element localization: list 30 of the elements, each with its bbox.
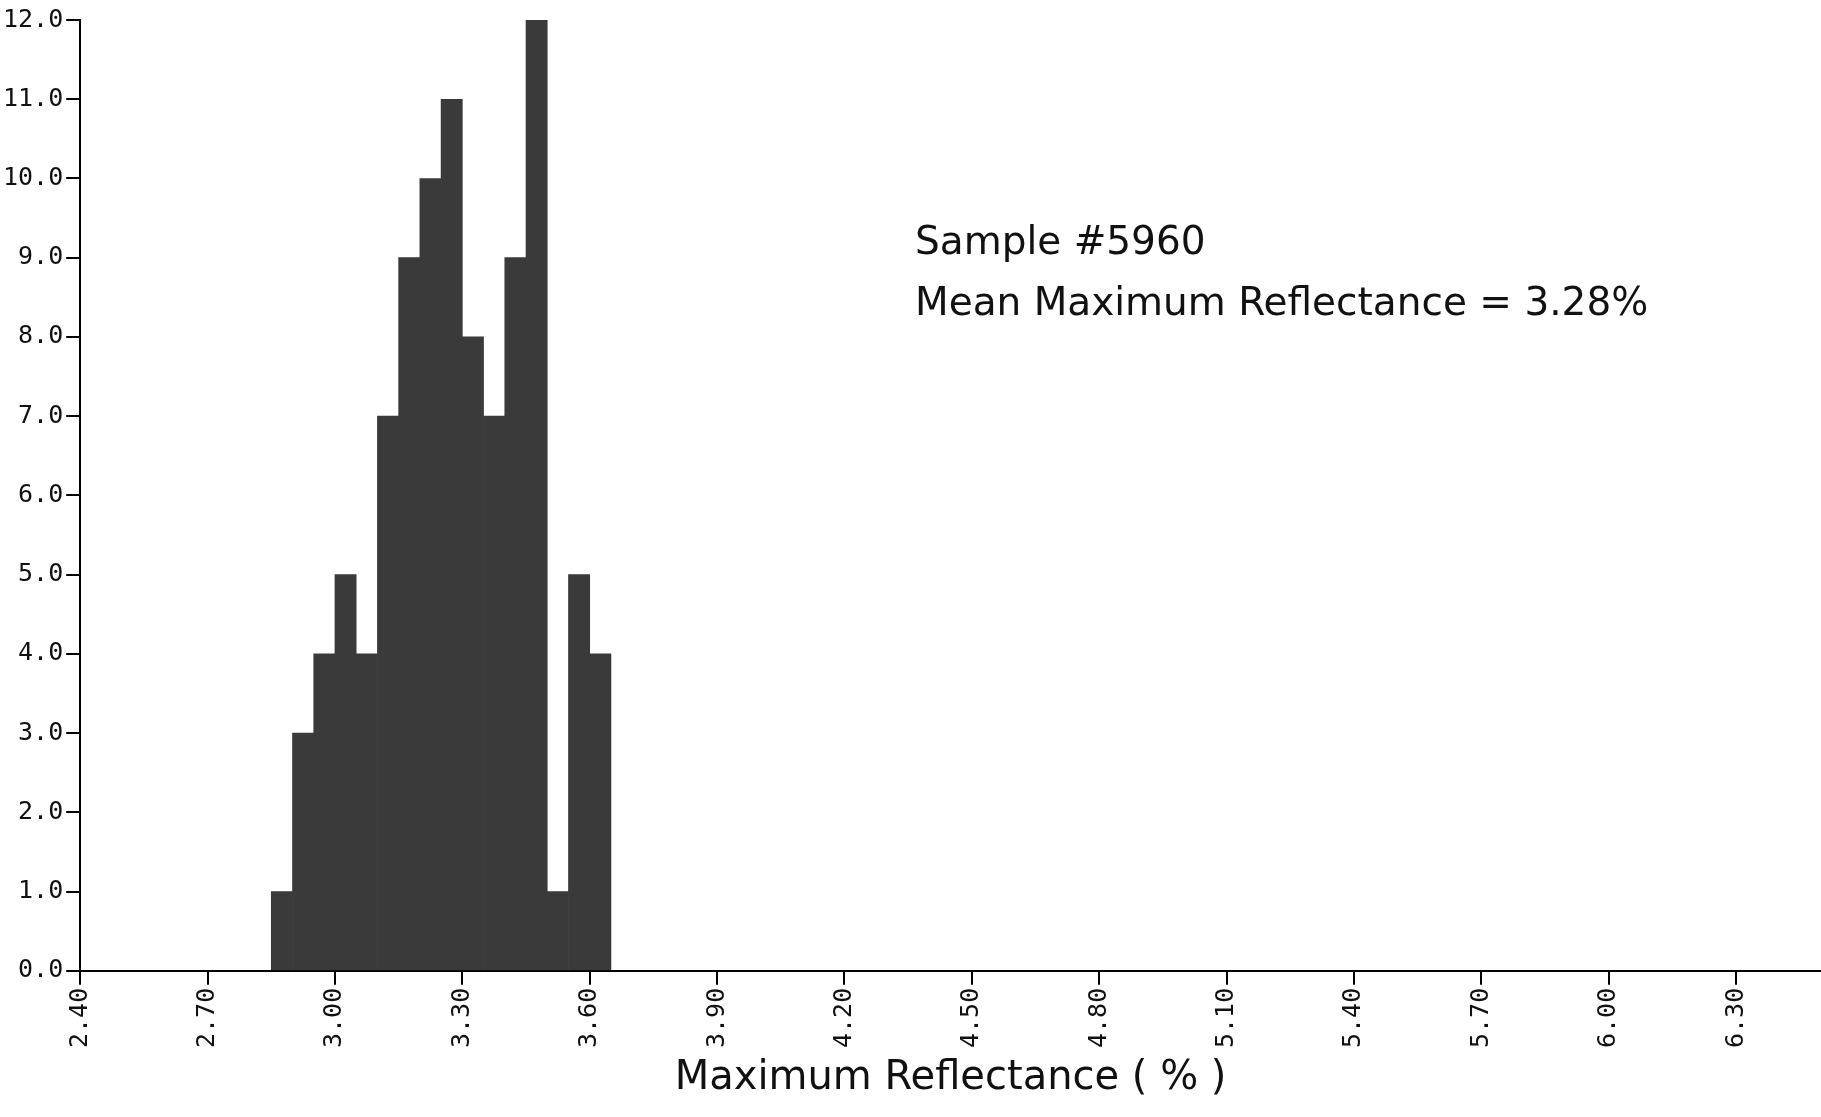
x-tick-label: 5.40	[1337, 987, 1367, 1049]
y-tick-label: 1.0	[18, 875, 64, 905]
x-axis-title: Maximum Reflectance ( % )	[674, 1052, 1227, 1099]
y-tick-label: 9.0	[18, 241, 64, 271]
x-tick-label: 6.00	[1592, 987, 1622, 1049]
y-tick-label: 2.0	[18, 795, 64, 825]
x-tick-label: 3.00	[318, 987, 348, 1049]
y-tick-label: 5.0	[18, 558, 64, 588]
x-tick-label: 5.10	[1210, 987, 1240, 1049]
y-tick-label: 4.0	[18, 637, 64, 667]
y-tick-label: 7.0	[18, 399, 64, 429]
x-tick-label: 4.20	[827, 987, 857, 1049]
x-tick-label: 3.60	[573, 987, 603, 1049]
annotation: Sample #5960	[915, 217, 1207, 265]
annotation: Mean Maximum Reflectance = 3.28%	[915, 278, 1649, 326]
y-tick-label: 8.0	[18, 320, 64, 350]
y-tick-label: 12.0	[2, 3, 64, 33]
x-tick-label: 4.50	[955, 987, 985, 1049]
y-tick-label: 11.0	[2, 82, 64, 112]
y-tick-label: 10.0	[2, 161, 64, 191]
x-tick-label: 3.30	[445, 987, 475, 1049]
y-tick-label: 0.0	[18, 954, 64, 984]
x-tick-label: 3.90	[700, 987, 730, 1049]
x-tick-label: 2.70	[191, 987, 221, 1049]
x-tick-label: 2.40	[63, 987, 93, 1049]
y-tick-label: 6.0	[18, 478, 64, 508]
x-tick-label: 6.30	[1719, 987, 1749, 1049]
y-tick-label: 3.0	[18, 716, 64, 746]
x-tick-label: 5.70	[1464, 987, 1494, 1049]
x-tick-label: 4.80	[1082, 987, 1112, 1049]
